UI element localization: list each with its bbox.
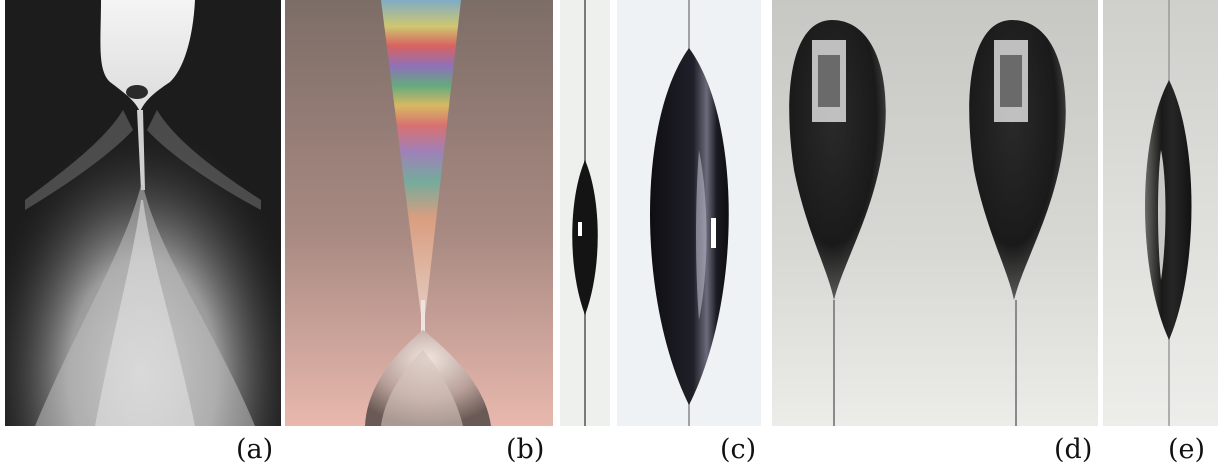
panel-d-photo — [772, 0, 1098, 426]
panel-a-label: (a) — [236, 434, 274, 465]
panel-c-left-photo — [560, 0, 610, 426]
panel-b-photo — [285, 0, 553, 426]
panel-c-label: (c) — [720, 434, 757, 465]
panel-b-label: (b) — [506, 434, 545, 465]
panel-a-photo — [5, 0, 281, 426]
panel-d-label: (d) — [1054, 434, 1093, 465]
panel-e-label: (e) — [1168, 434, 1206, 465]
panel-e-photo — [1103, 0, 1218, 426]
panel-c-right-photo — [617, 0, 761, 426]
